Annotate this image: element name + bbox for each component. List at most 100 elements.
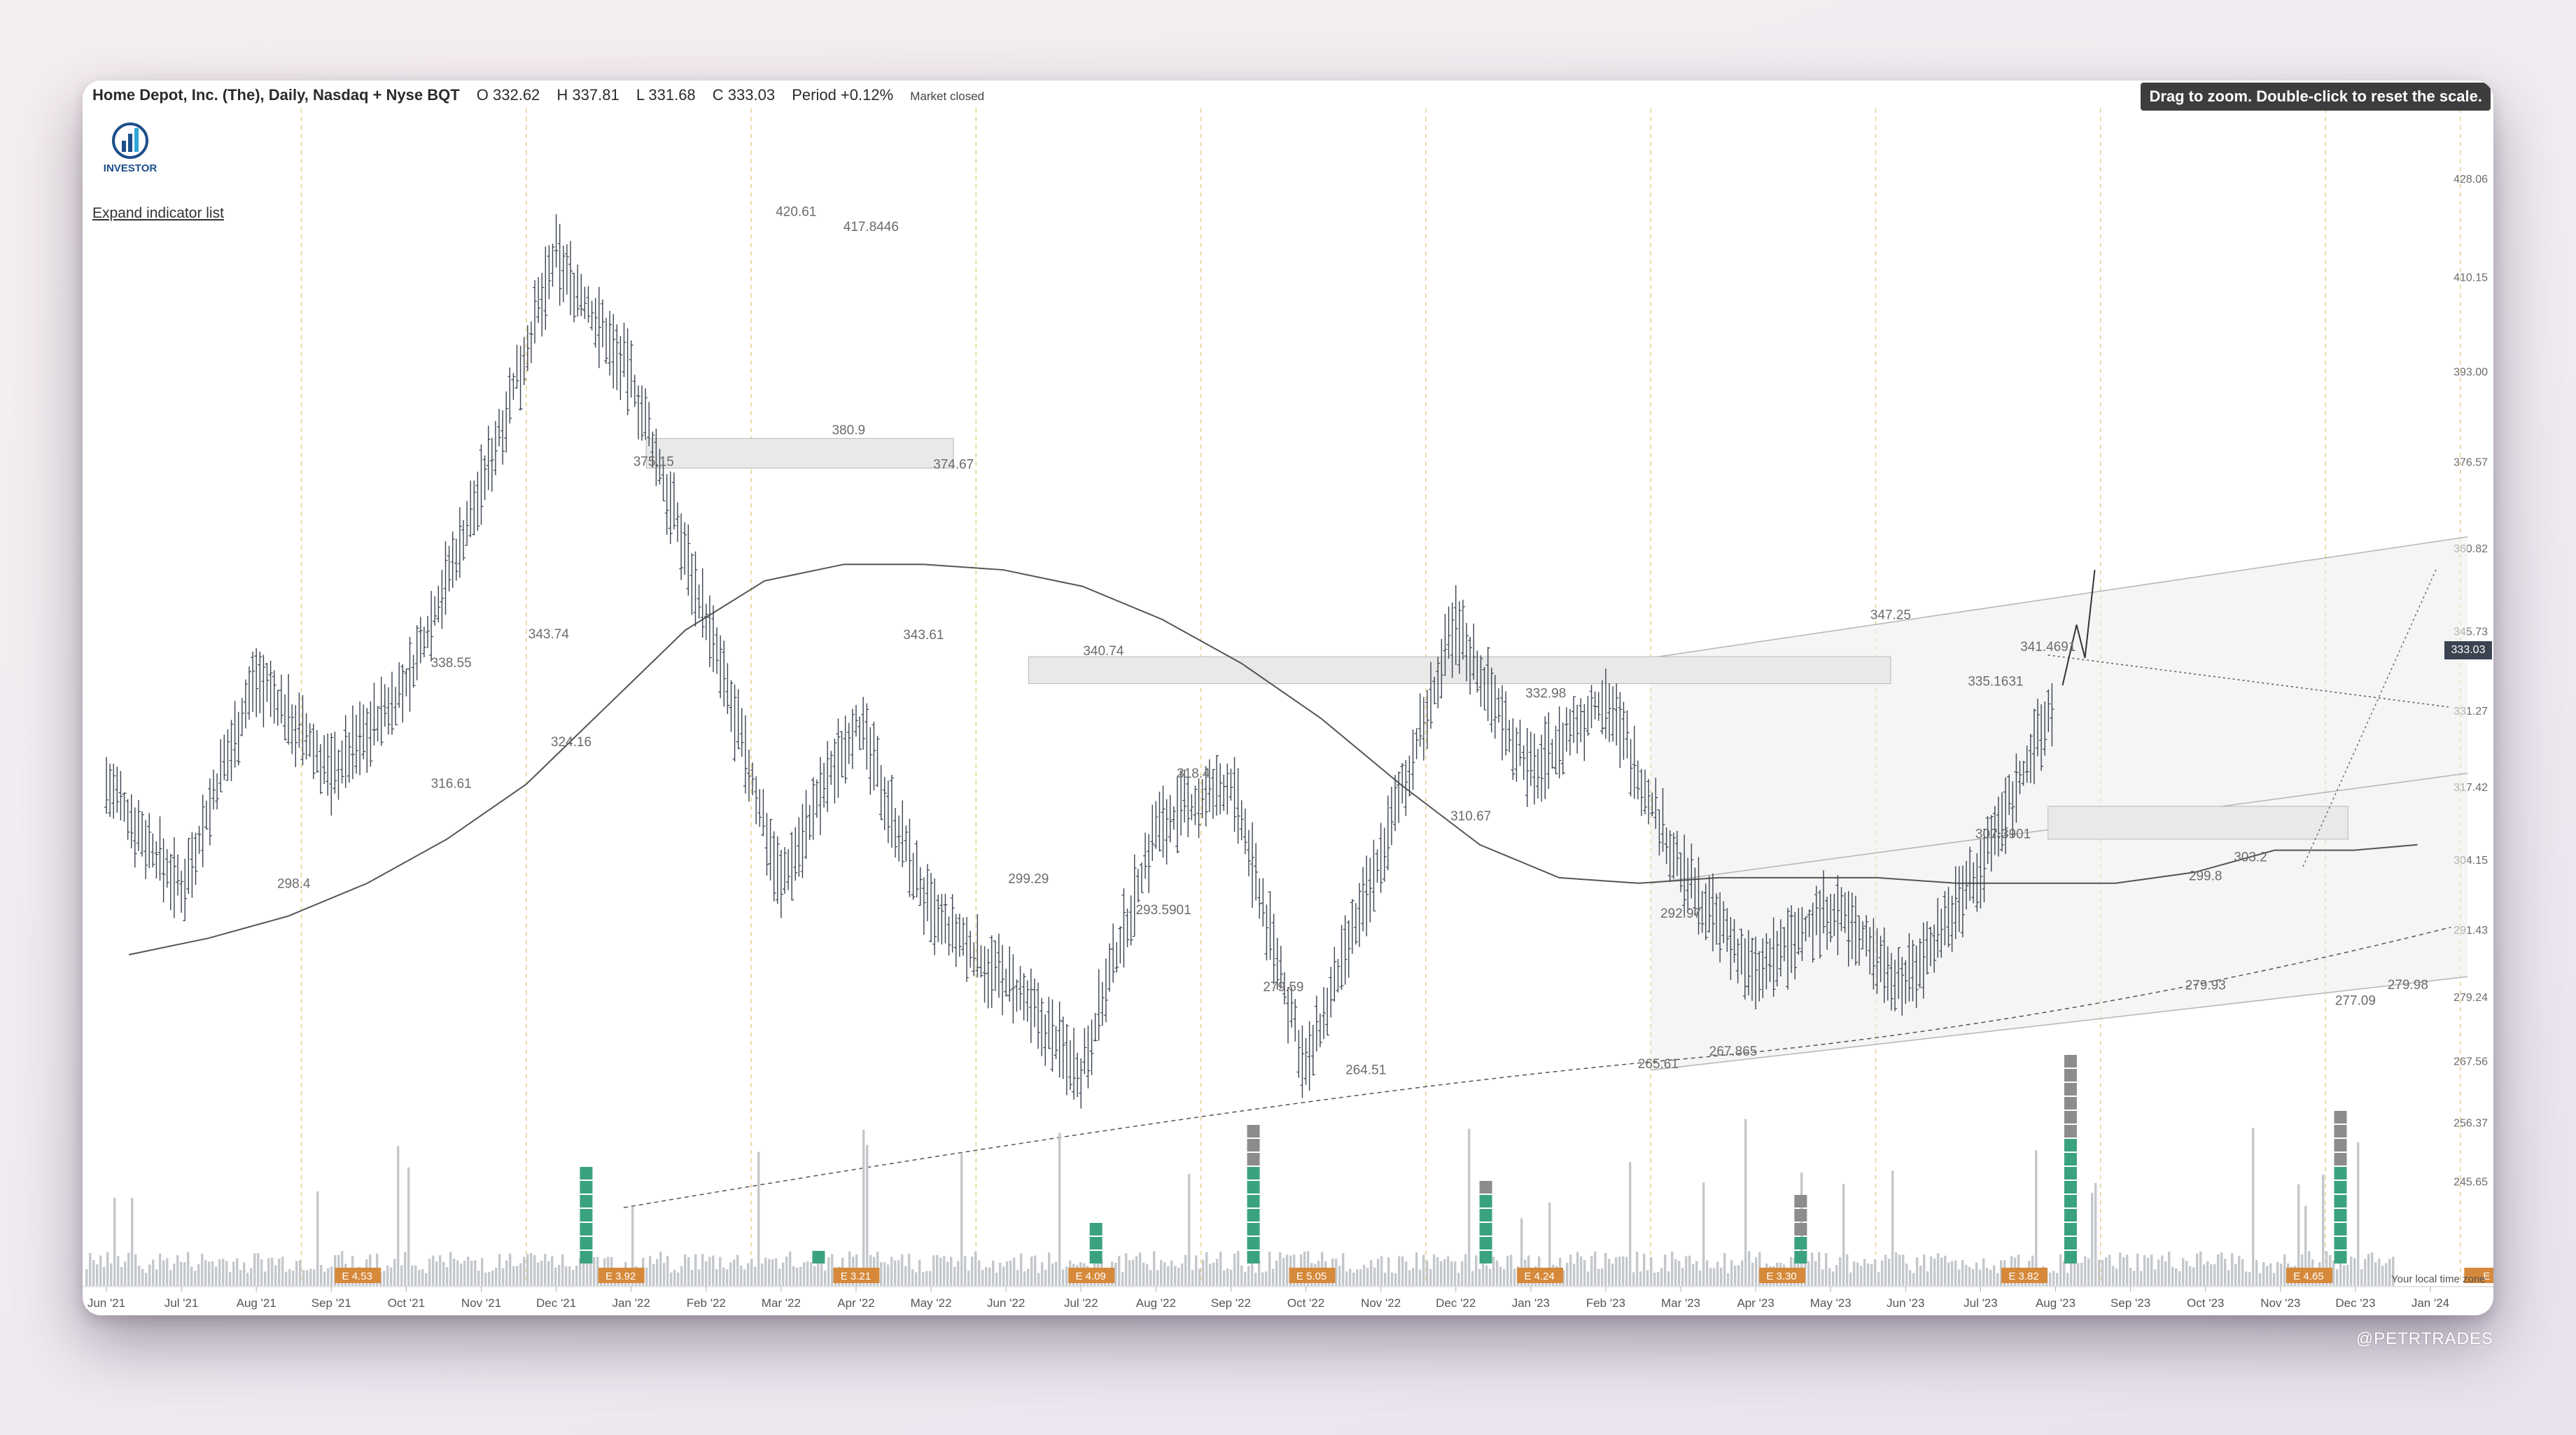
- volume-bar: [2378, 1259, 2381, 1286]
- price-annotation: 420.61: [776, 204, 816, 219]
- volume-bar: [446, 1267, 449, 1286]
- volume-bar: [138, 1266, 141, 1286]
- volume-bar: [2364, 1259, 2367, 1286]
- volume-bar: [1223, 1270, 1226, 1286]
- projection-path: [2062, 569, 2096, 686]
- insider-hold-tag: [2064, 1125, 2077, 1138]
- volume-bar: [453, 1259, 456, 1286]
- volume-bar: [155, 1269, 158, 1286]
- earnings-badge-label: E 4.65: [2293, 1270, 2323, 1282]
- volume-bar: [1835, 1265, 1838, 1286]
- volume-bar: [715, 1268, 718, 1286]
- insider-buy-tag: [1479, 1237, 1492, 1250]
- x-tick-label: Jun '23: [1886, 1296, 1924, 1310]
- volume-bar: [932, 1255, 935, 1286]
- channel-line: [1651, 536, 2468, 659]
- volume-bar: [1149, 1270, 1152, 1286]
- volume-bar: [1937, 1253, 1940, 1286]
- volume-bar: [2035, 1150, 2038, 1286]
- volume-bar: [677, 1272, 680, 1286]
- price-annotation: 343.61: [903, 628, 944, 643]
- insider-buy-tag: [2064, 1153, 2077, 1166]
- volume-bar: [274, 1265, 277, 1286]
- insider-buy-tag: [1089, 1251, 1102, 1264]
- volume-bar: [1464, 1254, 1467, 1286]
- moving-average-line: [128, 564, 2418, 955]
- volume-bar: [1482, 1262, 1485, 1286]
- volume-bar: [1114, 1263, 1117, 1286]
- volume-bar: [1335, 1259, 1338, 1286]
- volume-bar: [936, 1254, 939, 1286]
- market-status: Market closed: [910, 90, 985, 103]
- volume-bar: [645, 1267, 648, 1286]
- volume-bar: [1979, 1269, 1982, 1286]
- volume-bar: [656, 1259, 659, 1286]
- volume-bar: [2126, 1254, 2129, 1286]
- volume-bar: [1692, 1264, 1695, 1286]
- volume-bar: [257, 1252, 260, 1286]
- price-annotation: 380.9: [832, 423, 865, 438]
- volume-bar: [2066, 1273, 2069, 1286]
- volume-bar: [1422, 1254, 1425, 1286]
- earnings-badge: [2001, 1268, 2047, 1283]
- volume-bar: [1972, 1268, 1975, 1286]
- volume-bar: [390, 1267, 393, 1286]
- volume-bar: [1888, 1258, 1891, 1286]
- volume-bar: [572, 1270, 575, 1286]
- timezone-label[interactable]: Your local time zone: [2391, 1273, 2486, 1285]
- volume-bar: [1436, 1256, 1439, 1286]
- volume-bar: [946, 1261, 949, 1286]
- insider-hold-tag: [1479, 1181, 1492, 1194]
- volume-bar: [2241, 1259, 2244, 1286]
- insider-buy-tag: [580, 1237, 593, 1250]
- volume-bar: [1863, 1259, 1866, 1286]
- volume-bar: [2056, 1273, 2059, 1286]
- volume-bar: [1387, 1257, 1390, 1286]
- volume-bar: [1709, 1268, 1712, 1286]
- volume-bar: [1580, 1256, 1583, 1286]
- volume-bar: [1562, 1270, 1565, 1286]
- insider-hold-tag: [2334, 1153, 2347, 1166]
- volume-bar: [684, 1254, 687, 1286]
- volume-bar: [705, 1261, 708, 1286]
- volume-bar: [313, 1269, 316, 1286]
- volume-bar: [117, 1256, 120, 1286]
- volume-bar: [1625, 1256, 1628, 1286]
- volume-bar: [2154, 1269, 2157, 1286]
- volume-bar: [519, 1263, 522, 1286]
- volume-bar: [1926, 1271, 1929, 1286]
- price-chart[interactable]: 428.06410.15393.00376.57360.82345.73331.…: [83, 80, 2493, 1315]
- x-tick-label: Dec '21: [536, 1296, 576, 1310]
- volume-bar: [1944, 1255, 1947, 1286]
- earnings-badge-label: E: [2483, 1270, 2490, 1282]
- volume-bar: [726, 1269, 729, 1286]
- volume-bar: [1065, 1266, 1068, 1286]
- volume-bar: [2189, 1266, 2192, 1286]
- investor-logo-icon: INVESTOR: [104, 122, 157, 174]
- volume-bar: [1961, 1259, 1964, 1286]
- volume-bar: [225, 1261, 228, 1286]
- volume-bar: [229, 1272, 232, 1286]
- volume-bar: [561, 1254, 564, 1286]
- volume-bar: [1590, 1256, 1593, 1286]
- volume-bar: [218, 1259, 221, 1286]
- volume-bar: [1846, 1254, 1849, 1286]
- volume-bar: [1275, 1260, 1278, 1286]
- volume-bar: [2052, 1270, 2055, 1286]
- volume-bar: [1419, 1269, 1422, 1286]
- volume-bar: [99, 1255, 102, 1286]
- volume-bar: [386, 1265, 389, 1286]
- volume-bar: [110, 1263, 113, 1286]
- volume-bar: [824, 1270, 827, 1286]
- earnings-badge: [598, 1268, 645, 1283]
- earnings-badge: [1068, 1268, 1115, 1283]
- expand-indicator-list-link[interactable]: Expand indicator list: [92, 205, 224, 221]
- volume-bar: [1195, 1255, 1198, 1286]
- x-tick-label: Apr '23: [1737, 1296, 1774, 1310]
- volume-bar: [652, 1264, 655, 1286]
- volume-bar: [1023, 1271, 1026, 1286]
- volume-bar: [1356, 1269, 1359, 1286]
- volume-bar: [1366, 1268, 1369, 1286]
- y-tick-label: 376.57: [2454, 456, 2488, 468]
- insider-hold-tag: [2064, 1111, 2077, 1124]
